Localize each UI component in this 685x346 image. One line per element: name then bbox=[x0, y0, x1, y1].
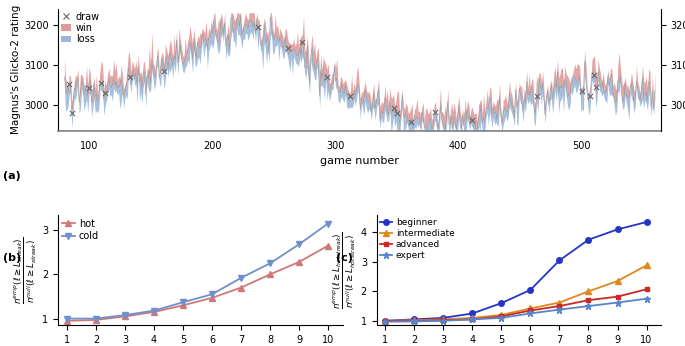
Text: (a): (a) bbox=[3, 171, 21, 181]
intermediate bbox=[613, 279, 621, 283]
expert bbox=[439, 319, 447, 323]
expert bbox=[410, 319, 419, 324]
Legend: beginner, intermediate, advanced, expert: beginner, intermediate, advanced, expert bbox=[380, 218, 454, 260]
X-axis label: game number: game number bbox=[320, 156, 399, 166]
advanced bbox=[613, 294, 621, 299]
Point bbox=[159, 69, 170, 74]
beginner bbox=[382, 319, 390, 323]
hot bbox=[121, 314, 129, 318]
expert bbox=[643, 297, 651, 301]
Line: expert: expert bbox=[382, 295, 650, 325]
beginner bbox=[643, 220, 651, 224]
beginner bbox=[613, 227, 621, 231]
cold bbox=[92, 317, 100, 321]
Point bbox=[66, 110, 77, 115]
beginner bbox=[526, 288, 534, 292]
expert bbox=[526, 311, 534, 316]
hot bbox=[92, 318, 100, 322]
expert bbox=[497, 316, 506, 320]
intermediate bbox=[526, 306, 534, 310]
Point bbox=[96, 80, 107, 85]
Point bbox=[84, 86, 95, 91]
Point bbox=[577, 89, 588, 94]
cold bbox=[63, 317, 71, 321]
cold bbox=[237, 276, 245, 280]
beginner bbox=[556, 258, 564, 263]
Y-axis label: $\frac{n^{emp}(\ell \geq L_{hotstreak})}{n^{null}(\ell \geq L_{hotstreak})}$: $\frac{n^{emp}(\ell \geq L_{hotstreak})}… bbox=[332, 231, 358, 309]
Legend: hot, cold: hot, cold bbox=[62, 219, 99, 241]
hot bbox=[237, 285, 245, 290]
hot bbox=[150, 310, 158, 314]
intermediate bbox=[556, 300, 564, 304]
advanced bbox=[382, 319, 390, 323]
beginner bbox=[410, 317, 419, 321]
Y-axis label: $\frac{n^{emp}(\ell \geq L_{streak})}{n^{null}(\ell \geq L_{streak})}$: $\frac{n^{emp}(\ell \geq L_{streak})}{n^… bbox=[13, 236, 40, 303]
hot bbox=[295, 260, 303, 264]
Line: intermediate: intermediate bbox=[383, 263, 649, 324]
Point bbox=[584, 93, 595, 99]
Legend: draw, win, loss: draw, win, loss bbox=[61, 11, 100, 45]
advanced bbox=[497, 314, 506, 318]
Point bbox=[430, 110, 441, 115]
intermediate bbox=[469, 316, 477, 320]
hot bbox=[208, 296, 216, 300]
beginner bbox=[584, 238, 593, 242]
Line: advanced: advanced bbox=[383, 287, 649, 323]
expert bbox=[613, 300, 621, 304]
cold bbox=[295, 242, 303, 246]
Text: (b): (b) bbox=[3, 253, 21, 263]
advanced bbox=[469, 317, 477, 321]
hot bbox=[63, 319, 71, 323]
intermediate bbox=[382, 319, 390, 323]
expert bbox=[469, 317, 477, 321]
Point bbox=[467, 118, 478, 123]
Line: hot: hot bbox=[64, 243, 331, 324]
expert bbox=[382, 320, 390, 324]
intermediate bbox=[410, 318, 419, 322]
Y-axis label: Magnus's Glicko-2 rating: Magnus's Glicko-2 rating bbox=[11, 5, 21, 134]
Point bbox=[388, 105, 399, 110]
Line: beginner: beginner bbox=[383, 219, 649, 324]
cold bbox=[324, 221, 332, 226]
intermediate bbox=[497, 313, 506, 317]
Line: cold: cold bbox=[64, 220, 331, 322]
Point bbox=[297, 39, 308, 45]
intermediate bbox=[439, 317, 447, 321]
intermediate bbox=[584, 289, 593, 293]
hot bbox=[179, 303, 187, 307]
Point bbox=[321, 74, 332, 80]
Point bbox=[345, 93, 356, 99]
expert bbox=[584, 304, 593, 308]
Point bbox=[124, 74, 135, 80]
Point bbox=[531, 93, 542, 99]
Point bbox=[590, 84, 601, 90]
Point bbox=[64, 81, 75, 87]
hot bbox=[324, 244, 332, 248]
Text: (c): (c) bbox=[336, 253, 353, 263]
cold bbox=[208, 292, 216, 297]
Point bbox=[392, 110, 403, 116]
Point bbox=[253, 24, 264, 29]
Point bbox=[99, 90, 110, 96]
advanced bbox=[410, 319, 419, 323]
Point bbox=[406, 120, 416, 125]
beginner bbox=[497, 301, 506, 305]
expert bbox=[556, 308, 564, 312]
intermediate bbox=[643, 263, 651, 267]
advanced bbox=[439, 318, 447, 322]
cold bbox=[179, 300, 187, 304]
Point bbox=[589, 72, 600, 78]
cold bbox=[150, 309, 158, 313]
Point bbox=[282, 45, 293, 51]
advanced bbox=[584, 298, 593, 302]
advanced bbox=[526, 308, 534, 312]
beginner bbox=[469, 311, 477, 316]
cold bbox=[266, 261, 274, 265]
hot bbox=[266, 272, 274, 276]
advanced bbox=[643, 287, 651, 291]
beginner bbox=[439, 316, 447, 320]
cold bbox=[121, 313, 129, 317]
advanced bbox=[556, 304, 564, 308]
